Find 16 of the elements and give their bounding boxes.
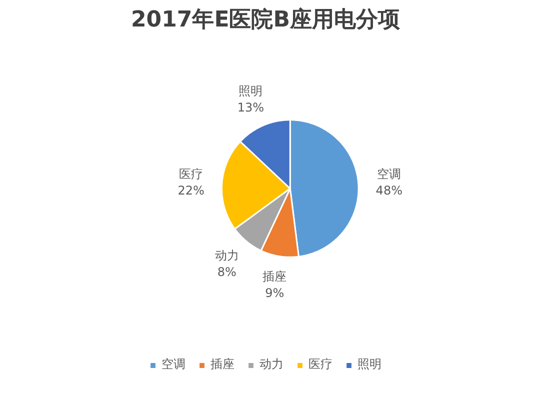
slice-label: 空调 [377, 167, 402, 182]
slice-label: 动力 [214, 248, 239, 262]
chart-title: 2017年E医院B座用电分项 [130, 6, 400, 32]
legend-label: 空调 [162, 356, 186, 373]
data-label: 22% [178, 184, 204, 198]
legend-label: 照明 [358, 356, 382, 373]
data-label: 8% [217, 264, 236, 279]
data-label: 48% [376, 184, 402, 198]
slice-label: 照明 [238, 84, 263, 98]
legend-label: 插座 [210, 356, 234, 373]
slice-label: 插座 [262, 270, 287, 284]
data-label: 13% [237, 100, 264, 114]
data-label: 9% [265, 286, 284, 300]
legend-label: 动力 [260, 356, 284, 373]
slice-label: 医疗 [179, 167, 204, 182]
legend-label: 医疗 [308, 356, 332, 373]
